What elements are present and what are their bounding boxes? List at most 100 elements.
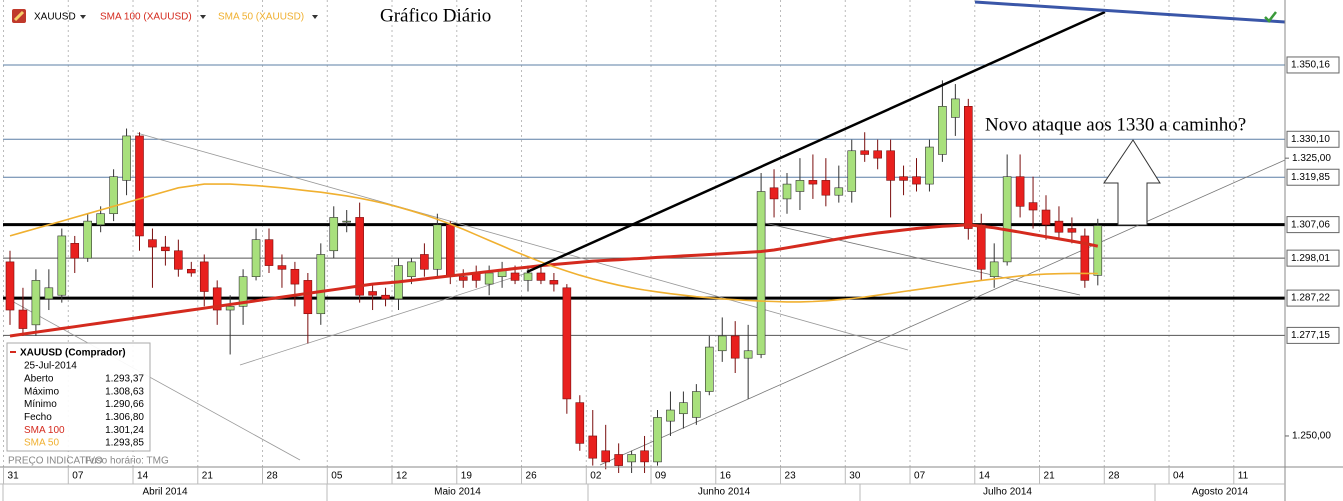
trend-line	[759, 221, 1081, 296]
dropdown[interactable]	[312, 15, 318, 19]
x-tick-label: 14	[137, 471, 149, 482]
candle-body	[743, 350, 753, 359]
candle-body	[1093, 225, 1103, 276]
x-tick-label: 23	[785, 471, 797, 482]
x-tick-label: 19	[461, 471, 473, 482]
status-check	[1264, 11, 1277, 23]
info-title: XAUUSD (Comprador)	[20, 348, 126, 359]
candle-body	[458, 276, 468, 281]
candle-body	[692, 391, 701, 418]
candle-body	[769, 187, 779, 200]
candle-body	[355, 217, 364, 296]
x-tick-label: 28	[267, 471, 279, 482]
candle-body	[510, 272, 520, 281]
candle-body	[381, 294, 390, 300]
candle-body	[860, 150, 870, 155]
info-panel: XAUUSD (Comprador) 25-Jul-2014 Aberto 1.2…	[6, 342, 151, 452]
candle-body	[873, 150, 882, 159]
price-level-box	[1286, 130, 1340, 148]
info-row-label: Fecho	[24, 412, 52, 423]
candle-body	[174, 250, 183, 270]
candle-body	[109, 176, 118, 215]
price-level-label: 1.287,22	[1291, 293, 1330, 304]
candle-body	[640, 450, 649, 463]
candle-body	[329, 217, 339, 252]
price-level-box	[1286, 216, 1340, 234]
overlay-lines	[526, 0, 1286, 274]
x-tick-label: 31	[8, 471, 20, 482]
info-row-value: 1.301,24	[105, 425, 144, 436]
info-row-label: SMA 100	[24, 425, 65, 436]
dropdown[interactable]	[200, 15, 206, 19]
candle-body	[251, 239, 261, 277]
candle-body	[549, 280, 559, 285]
candle-body	[899, 176, 908, 181]
candle-body	[989, 261, 999, 277]
price-level-box	[1286, 168, 1340, 186]
x-tick-label: 09	[655, 471, 667, 482]
x-tick-label: 11	[1238, 471, 1249, 482]
candle-body	[821, 180, 831, 196]
candle-body	[433, 224, 442, 270]
candle-body	[601, 450, 611, 463]
trend-line-blue	[974, 0, 1286, 24]
candle-body	[756, 191, 766, 355]
resistance-line	[526, 10, 1106, 274]
candle-body	[912, 176, 921, 185]
candle-body	[57, 235, 67, 296]
candle-body	[653, 417, 662, 463]
candle-body	[484, 272, 494, 285]
price-level-box	[1286, 326, 1340, 344]
price-level-label: 1.319,85	[1291, 172, 1330, 183]
info-row-label: SMA 50	[24, 438, 59, 449]
candle-body	[666, 409, 675, 422]
candle-body	[963, 106, 973, 229]
legend-entry[interactable]: SMA 100 (XAUUSD)	[100, 12, 192, 23]
annotation: Novo ataque aos 1330 a caminho?	[985, 114, 1246, 135]
candle-body	[44, 287, 54, 300]
candle-body	[627, 454, 636, 463]
candle-body	[18, 309, 28, 329]
dropdown[interactable]	[80, 15, 86, 19]
x-tick-label: 07	[72, 471, 84, 482]
x-tick-label: 26	[526, 471, 538, 482]
trend-line	[239, 271, 531, 366]
candle-body	[704, 346, 714, 392]
month-label: Agosto 2014	[1192, 487, 1249, 498]
candle-body	[83, 220, 92, 259]
legend-entry[interactable]: SMA 50 (XAUUSD)	[218, 12, 304, 23]
marks	[5, 80, 1103, 474]
candle-body	[834, 187, 844, 196]
sma-line	[9, 223, 1099, 338]
month-label: Abril 2014	[142, 487, 187, 498]
up-arrow	[1103, 139, 1161, 226]
x-tick-label: 21	[202, 471, 214, 482]
candle-body	[847, 150, 857, 192]
price-level-label: 1.277,15	[1291, 330, 1330, 341]
candle-body	[368, 291, 377, 296]
candle-body	[1002, 176, 1012, 263]
info-row-value: 1.293,85	[105, 438, 144, 449]
candle-body	[588, 435, 598, 459]
info-row-label: Máximo	[24, 386, 59, 397]
candle-body	[679, 402, 688, 415]
candle-body	[148, 239, 157, 248]
month-label: Junho 2014	[698, 487, 751, 498]
candle-body	[135, 135, 144, 237]
candle-body	[795, 180, 805, 192]
info-row-value: 1.290,66	[105, 399, 144, 410]
candle-body	[445, 224, 455, 277]
trend-line	[136, 132, 909, 351]
candle-body	[1080, 235, 1090, 281]
x-tick-label: 30	[849, 471, 861, 482]
candle-body	[407, 261, 416, 277]
symbol-label[interactable]: XAUUSD	[34, 12, 76, 23]
axes: 31 07 14 21 28 05 12 19 26 02 09 16 23 30 07 14 21 28 04 11…	[2, 56, 1340, 501]
trend-line	[9, 299, 301, 461]
candle-body	[277, 265, 287, 270]
candle-body	[782, 183, 792, 200]
price-level-box	[1286, 249, 1340, 267]
candle-body	[562, 287, 572, 400]
